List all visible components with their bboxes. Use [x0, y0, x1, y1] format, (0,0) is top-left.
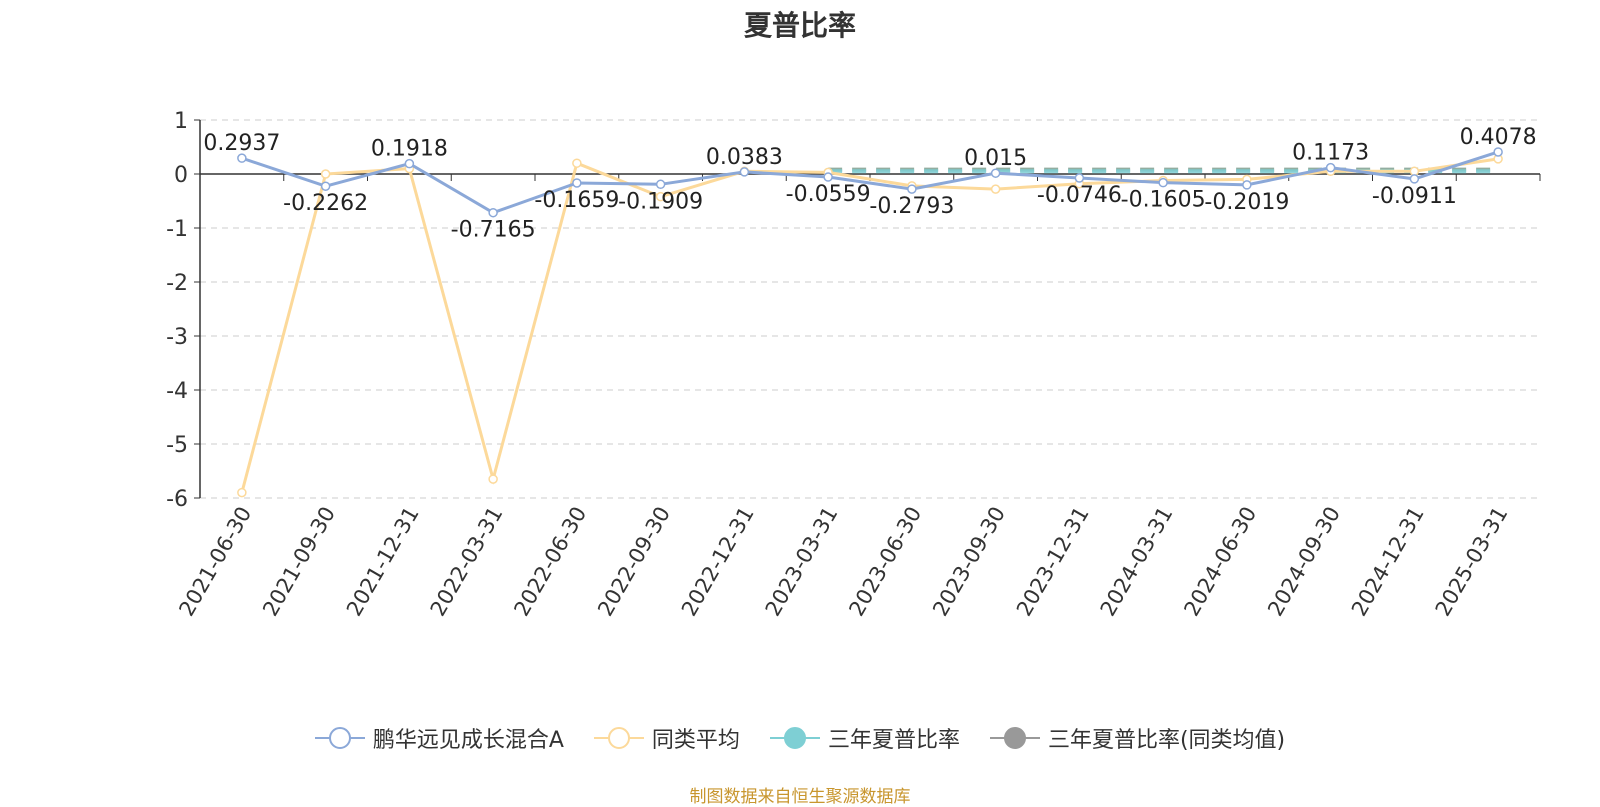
data-label-9: 0.015	[964, 146, 1027, 171]
x-tick-label-9: 2023-09-30	[928, 503, 1010, 621]
legend-item-3y-sharpe-peer[interactable]: 三年夏普比率(同类均值)	[989, 722, 1286, 754]
series-line-0	[241, 150, 1499, 215]
legend-item-peer-avg[interactable]: 同类平均	[593, 722, 740, 754]
series-1-point-9	[990, 184, 1001, 194]
legend-marker-3y-sharpe-peer	[989, 727, 1040, 749]
series-1-point-0	[237, 487, 247, 498]
x-tick-label-0: 2021-06-30	[174, 503, 256, 621]
series-0-point-10	[1074, 173, 1085, 183]
series-1-point-4	[572, 158, 582, 168]
series-0-point-15	[1493, 147, 1503, 157]
data-label-4: -0.1659	[534, 188, 619, 213]
y-tick-label-1: 0	[174, 163, 188, 188]
legend-marker-3y-sharpe	[769, 727, 820, 749]
legend-marker-peer-avg	[593, 727, 644, 749]
x-tick-label-14: 2024-12-31	[1347, 503, 1429, 621]
series-0-point-4	[572, 178, 582, 188]
data-label-13: 0.1173	[1292, 141, 1369, 166]
x-tick-label-11: 2024-03-31	[1096, 503, 1178, 621]
x-tick-label-12: 2024-06-30	[1179, 503, 1261, 621]
x-tick-label-5: 2022-09-30	[593, 503, 675, 621]
data-label-2: 0.1918	[371, 137, 448, 162]
data-label-12: -0.2019	[1204, 190, 1289, 215]
series-0-point-0	[237, 153, 247, 163]
series-0-point-6	[739, 167, 750, 177]
x-tick-label-3: 2022-03-31	[426, 503, 508, 621]
data-label-6: 0.0383	[706, 145, 783, 170]
series-0-point-13	[1325, 162, 1336, 173]
y-tick-label-5: -4	[166, 379, 188, 404]
series-0-point-5	[655, 179, 666, 190]
data-label-10: -0.0746	[1037, 183, 1122, 208]
legend-label-peer-avg: 同类平均	[651, 728, 740, 753]
x-tick-label-15: 2025-03-31	[1431, 503, 1513, 621]
series-0-point-9	[990, 168, 1001, 178]
data-label-7: -0.0559	[786, 182, 871, 207]
series-1-point-5	[655, 191, 666, 202]
data-label-15: 0.4078	[1460, 125, 1537, 150]
data-label-0: 0.2937	[203, 131, 280, 156]
y-tick-label-4: -3	[166, 325, 188, 350]
x-tick-label-13: 2024-09-30	[1263, 503, 1345, 621]
x-tick-label-10: 2023-12-31	[1012, 503, 1094, 621]
y-tick-label-3: -2	[166, 271, 188, 296]
series-0-point-1	[320, 181, 331, 191]
series-1-point-3	[488, 474, 498, 484]
series-0-point-11	[1158, 177, 1168, 188]
data-label-11: -0.1605	[1121, 188, 1206, 213]
y-tick-label-0: 1	[174, 109, 188, 134]
data-label-8: -0.2793	[869, 194, 954, 219]
chart-legend: 鹏华远见成长混合A 同类平均 三年夏普比率 三年夏普比率(同类均值)	[0, 722, 1600, 754]
source-note: 制图数据来自恒生聚源数据库	[689, 787, 911, 807]
x-tick-label-1: 2021-09-30	[258, 503, 340, 621]
data-label-3: -0.7165	[451, 218, 536, 243]
legend-marker-fund	[314, 727, 365, 749]
chart-title: 夏普比率	[743, 9, 856, 42]
series-0-point-7	[823, 172, 833, 182]
series-0-point-2	[404, 158, 415, 169]
series-0-point-3	[488, 207, 498, 218]
y-tick-label-6: -5	[166, 433, 188, 458]
data-label-14: -0.0911	[1372, 184, 1457, 209]
series-0-point-8	[907, 184, 917, 194]
x-tick-label-7: 2023-03-31	[761, 503, 843, 621]
series-0-point-14	[1409, 174, 1420, 184]
series-1-point-1	[320, 169, 331, 179]
x-tick-label-2: 2021-12-31	[342, 503, 424, 621]
legend-item-fund[interactable]: 鹏华远见成长混合A	[314, 722, 564, 754]
series-1-point-14	[1409, 166, 1420, 177]
y-tick-label-2: -1	[166, 217, 188, 242]
legend-label-3y-sharpe-peer: 三年夏普比率(同类均值)	[1047, 728, 1286, 753]
x-tick-label-6: 2022-12-31	[677, 503, 759, 621]
series-0-point-12	[1242, 180, 1252, 190]
legend-label-fund: 鹏华远见成长混合A	[372, 728, 564, 753]
x-tick-label-8: 2023-06-30	[844, 503, 926, 621]
y-tick-label-7: -6	[166, 487, 188, 512]
legend-label-3y-sharpe: 三年夏普比率	[827, 728, 960, 753]
data-label-5: -0.1909	[618, 189, 703, 214]
legend-item-3y-sharpe[interactable]: 三年夏普比率	[769, 722, 960, 754]
x-tick-label-4: 2022-06-30	[509, 503, 591, 621]
data-label-1: -0.2262	[283, 191, 368, 216]
